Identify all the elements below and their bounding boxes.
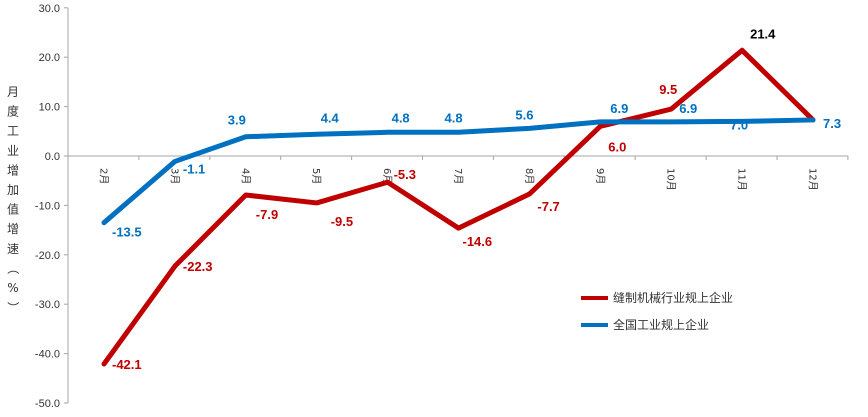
y-axis-label-char: ） <box>6 302 20 314</box>
data-label-national-industry: 7.0 <box>730 117 748 132</box>
x-tick-label: 7月 <box>452 168 464 184</box>
series-line-national-industry <box>101 117 816 226</box>
data-label-national-industry: 3.9 <box>228 113 246 128</box>
data-label-national-industry: -13.5 <box>112 225 142 240</box>
data-label-sewing-machinery: -9.5 <box>331 214 353 229</box>
data-label-national-industry: 7.3 <box>823 116 841 131</box>
y-axis-label-char: 月 <box>7 85 19 99</box>
y-tick-label: -40.0 <box>35 349 60 361</box>
y-axis-label-char: 增 <box>7 163 19 177</box>
y-tick-label: 0.0 <box>45 151 60 163</box>
y-tick-label: -50.0 <box>35 398 60 410</box>
x-tick-label: 12月 <box>807 168 819 191</box>
y-axis-label-char: 工 <box>7 124 19 138</box>
y-tick-label: 30.0 <box>39 3 60 15</box>
y-axis: 30.0 20.0 10.0 0.0 -10.0 -20.0 -30.0 -40.0 -50.0 <box>35 3 69 410</box>
x-tick-label: 2月 <box>98 168 110 184</box>
series-line-sewing-machinery <box>101 47 816 367</box>
data-label-national-industry: 4.4 <box>321 110 340 125</box>
data-labels: -42.1 -22.3 -7.9 -9.5 -5.3 -14.6 -7.7 6.0 9.5 21.… <box>112 26 841 372</box>
data-label-sewing-machinery: -7.9 <box>256 207 278 222</box>
y-axis-label-char: 速 <box>7 242 19 256</box>
series-lines <box>101 47 816 367</box>
data-label-sewing-machinery: -7.7 <box>537 199 559 214</box>
y-axis-label-char: （ <box>6 262 20 274</box>
data-label-sewing-machinery: 21.4 <box>750 26 776 41</box>
y-axis-label-char: % <box>7 281 18 295</box>
data-label-national-industry: 4.8 <box>445 110 463 125</box>
y-axis-label-char: 增 <box>7 222 19 236</box>
data-label-sewing-machinery: -42.1 <box>112 357 142 372</box>
y-tick-label: -30.0 <box>35 299 60 311</box>
x-tick-label: 5月 <box>310 168 322 184</box>
data-label-sewing-machinery: -22.3 <box>183 259 213 274</box>
data-label-sewing-machinery: 6.0 <box>608 139 626 154</box>
y-axis-label-char: 加 <box>7 183 19 197</box>
data-label-sewing-machinery: -5.3 <box>394 167 416 182</box>
y-tick-label: -10.0 <box>35 200 60 212</box>
y-tick-label: 20.0 <box>39 52 60 64</box>
data-label-national-industry: 6.9 <box>679 101 697 116</box>
data-label-sewing-machinery: -14.6 <box>463 234 493 249</box>
legend-label: 全国工业规上企业 <box>613 317 709 332</box>
y-axis-label-char: 值 <box>7 202 19 217</box>
x-tick-label: 6月 <box>381 168 393 184</box>
data-label-national-industry: 5.6 <box>515 107 533 122</box>
x-tick-label: 11月 <box>736 168 748 191</box>
y-tick-label: -20.0 <box>35 250 60 262</box>
y-tick-label: 10.0 <box>39 102 60 114</box>
data-label-national-industry: 4.8 <box>392 110 410 125</box>
x-tick-label: 4月 <box>239 168 251 184</box>
data-label-sewing-machinery: 9.5 <box>659 82 677 97</box>
y-axis-label-char: 业 <box>7 144 19 158</box>
x-tick-label: 10月 <box>665 168 677 191</box>
y-axis-label-char: 度 <box>7 104 19 119</box>
legend-label: 缝制机械行业规上企业 <box>613 290 733 305</box>
data-label-national-industry: 6.9 <box>610 101 628 116</box>
data-label-national-industry: -1.1 <box>183 161 205 176</box>
x-tick-label: 3月 <box>168 168 180 184</box>
x-tick-label: 9月 <box>594 168 606 184</box>
x-tick-label: 8月 <box>523 168 535 184</box>
